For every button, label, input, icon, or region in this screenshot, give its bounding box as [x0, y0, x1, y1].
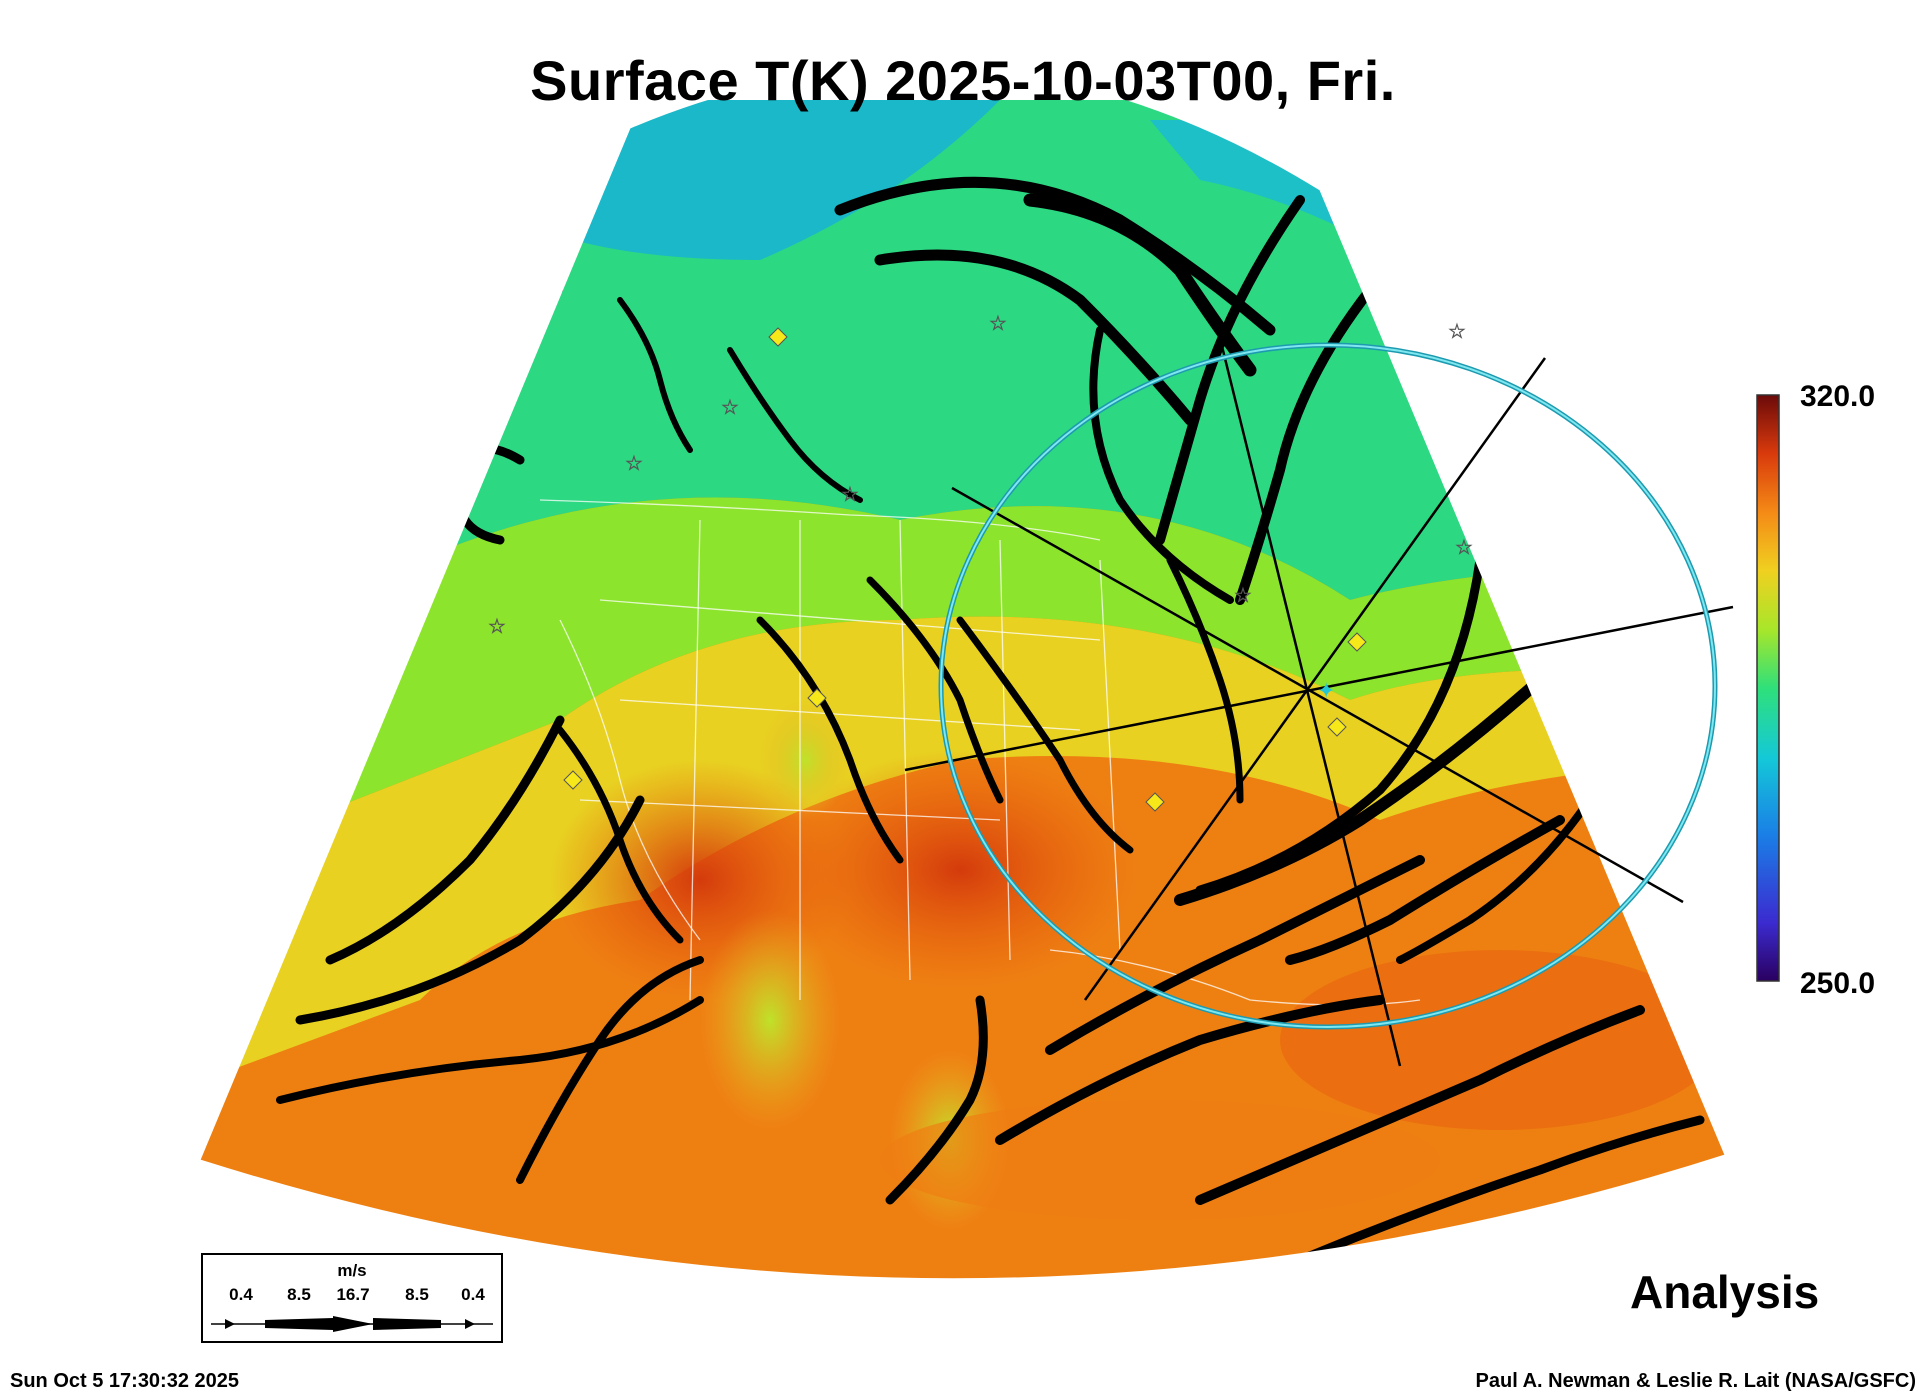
wind-streamline [727, 347, 863, 503]
wind-streamline [276, 996, 704, 1104]
wind-streamline [756, 616, 904, 864]
wind-streamline [1045, 855, 1425, 1055]
wind-streamline [516, 956, 704, 1184]
state-border-line [539, 499, 1101, 541]
state-border-line [559, 619, 701, 941]
wind-streamline [1023, 193, 1257, 377]
cross-section-lines [904, 317, 1734, 1067]
wind-streamline [1195, 555, 1485, 895]
station-diamond-icon [768, 327, 788, 347]
wind-legend-tick: 8.5 [287, 1285, 311, 1304]
wind-streamline [1155, 195, 1305, 545]
wind-legend-arrow-icon [211, 1316, 493, 1332]
colorbar-min-label: 250.0 [1800, 967, 1876, 1000]
map-title: Surface T(K) 2025-10-03T00, Fri. [530, 49, 1396, 112]
wind-streamline [995, 995, 1385, 1145]
station-star-icon: ☆ [488, 614, 506, 638]
colorbar-max-label: 320.0 [1800, 380, 1876, 413]
station-diamond-icon [1145, 792, 1165, 812]
state-border-line [899, 519, 911, 981]
station-star-icon: ☆ [1448, 319, 1466, 343]
station-diamond-icon [807, 688, 827, 708]
state-border-line [689, 519, 701, 1001]
wind-streamline [1166, 556, 1244, 804]
wind-streamline [467, 287, 563, 323]
wind-legend-tick: 16.7 [336, 1285, 370, 1304]
station-star-icon: ☆ [1234, 583, 1252, 607]
station-diamond-icon [1327, 717, 1347, 737]
station-star-icon: ☆ [1455, 535, 1473, 559]
wind-streamline [1235, 285, 1375, 605]
wind-legend-units: m/s [337, 1261, 367, 1280]
state-border-line [1099, 559, 1121, 951]
station-star-icon: ☆ [989, 311, 1007, 335]
wind-legend-tick: 0.4 [229, 1285, 253, 1304]
state-border-line [579, 799, 1001, 821]
station-diamond-icon [1347, 632, 1367, 652]
analysis-label: Analysis [1630, 1266, 1820, 1318]
station-star-icon: ☆ [721, 395, 739, 419]
wind-streamline [866, 576, 1004, 804]
wind-legend-tick: 8.5 [405, 1285, 429, 1304]
timestamp: Sun Oct 5 17:30:32 2025 [10, 1370, 240, 1392]
center-star-icon: ✦ [1317, 679, 1335, 704]
wind-streamline [617, 297, 693, 453]
state-border-line [599, 599, 1101, 641]
wind-streamline [1089, 326, 1234, 604]
wind-streamline [885, 995, 988, 1205]
wind-streamline [556, 726, 684, 944]
wind-streamline [956, 616, 1134, 854]
station-star-icon: ☆ [625, 451, 643, 475]
wind-speed-legend: m/s 0.4 8.5 16.7 8.5 0.4 [201, 1253, 503, 1343]
station-diamond-icon [563, 770, 583, 790]
wind-streamline [1295, 1115, 1705, 1265]
station-markers: ☆ ☆ ☆ ☆ ☆ ☆ ☆ ☆ [488, 311, 1473, 812]
wind-streamline [295, 795, 645, 1025]
station-star-icon: ☆ [841, 482, 859, 506]
colorbar [1756, 394, 1780, 982]
wind-streamline [1285, 815, 1565, 965]
wind-streamline [1195, 1005, 1645, 1205]
wind-streamline [325, 715, 565, 965]
credit: Paul A. Newman & Leslie R. Lait (NASA/GS… [1475, 1370, 1916, 1392]
map-overlay [276, 176, 1705, 1265]
wind-legend-tick: 0.4 [461, 1285, 485, 1304]
